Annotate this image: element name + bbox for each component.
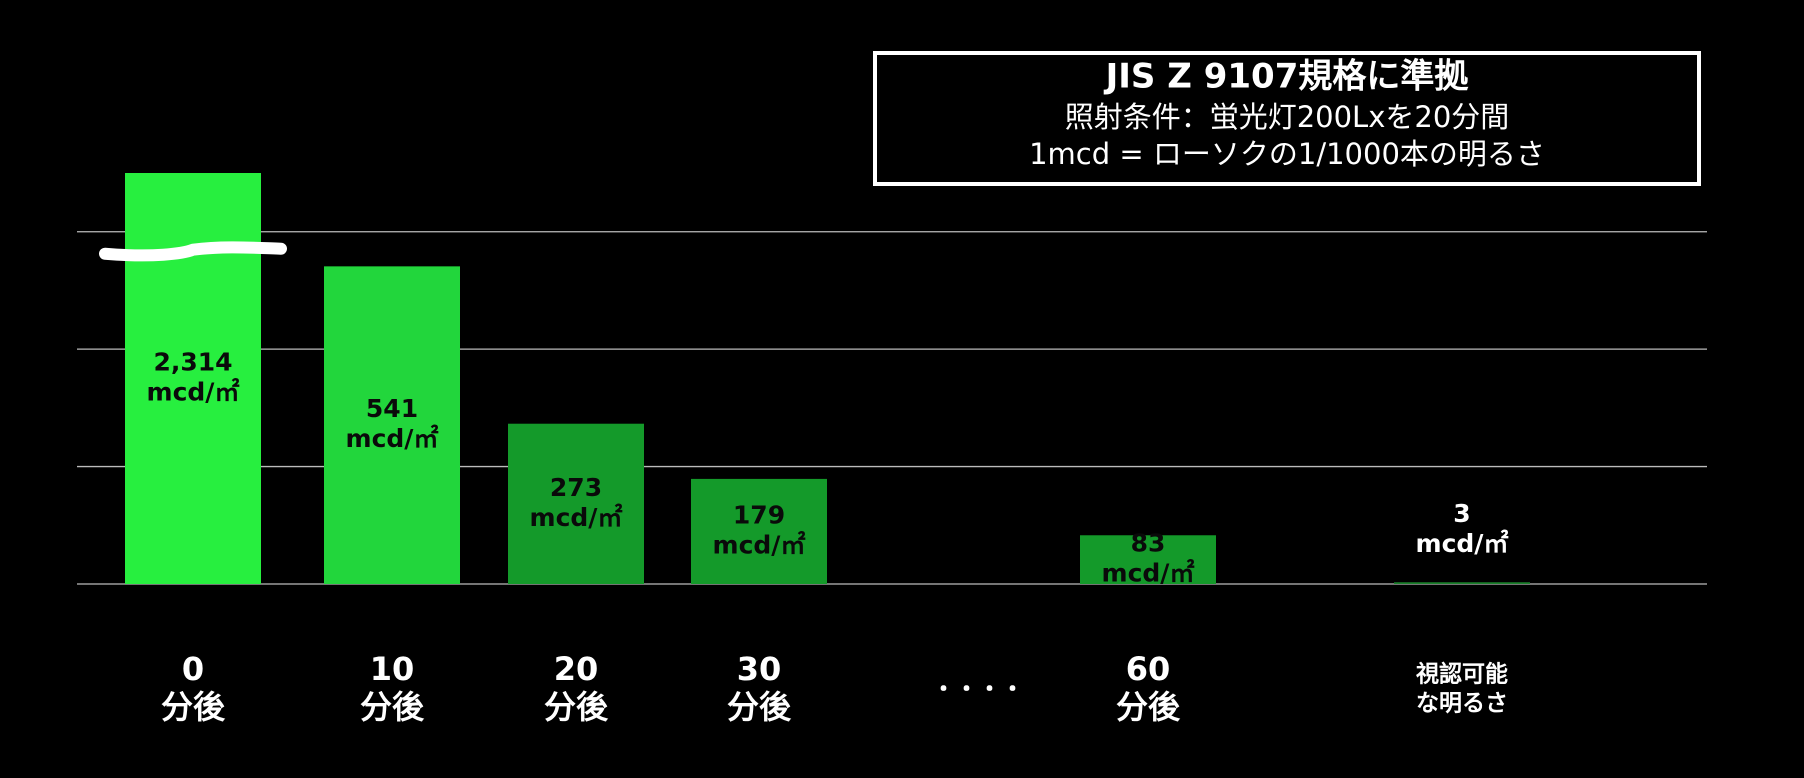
- value-label: 179: [733, 500, 785, 529]
- value-label: 273: [550, 473, 602, 502]
- value-unit: mcd/㎡: [346, 424, 439, 453]
- x-tick-label: ・・・・: [932, 677, 1024, 703]
- x-tick-label: 分後: [544, 688, 609, 726]
- value-label: 541: [366, 394, 418, 423]
- x-tick-label: 60: [1126, 650, 1171, 688]
- value-unit: mcd/㎡: [530, 503, 623, 532]
- bar: [691, 478, 827, 584]
- legend-line: 照射条件：蛍光灯200Lxを20分間: [1065, 100, 1510, 134]
- x-tick-label: 分後: [1116, 688, 1181, 726]
- axis-break: [99, 241, 287, 262]
- value-unit: mcd/㎡: [1416, 529, 1509, 558]
- value-unit: mcd/㎡: [713, 530, 806, 559]
- x-tick-label: 0: [182, 650, 204, 688]
- x-tick-label: 10: [370, 650, 415, 688]
- legend-line: 1mcd = ローソクの1/1000本の明るさ: [1029, 137, 1545, 171]
- legend-title: JIS Z 9107規格に準拠: [1104, 57, 1470, 97]
- x-tick-label: な明るさ: [1416, 691, 1508, 717]
- legend-border: [873, 51, 1701, 186]
- bar: [1080, 535, 1216, 584]
- x-tick-label: 視認可能: [1415, 661, 1508, 688]
- x-tick-label: 分後: [360, 688, 425, 726]
- x-tick-label: 20: [554, 650, 599, 688]
- value-label: 83: [1131, 529, 1166, 558]
- bar: [324, 266, 460, 584]
- value-label: 3: [1453, 499, 1470, 528]
- x-tick-label: 分後: [161, 688, 226, 726]
- bar: [508, 423, 644, 584]
- value-unit: mcd/㎡: [1102, 559, 1195, 588]
- x-tick-label: 分後: [727, 688, 792, 726]
- legend-box: JIS Z 9107規格に準拠 照射条件：蛍光灯200Lxを20分間 1mcd …: [873, 51, 1701, 186]
- value-unit: mcd/㎡: [147, 378, 240, 407]
- bar: [1394, 582, 1530, 584]
- value-label: 2,314: [153, 348, 232, 377]
- x-tick-label: 30: [737, 650, 782, 688]
